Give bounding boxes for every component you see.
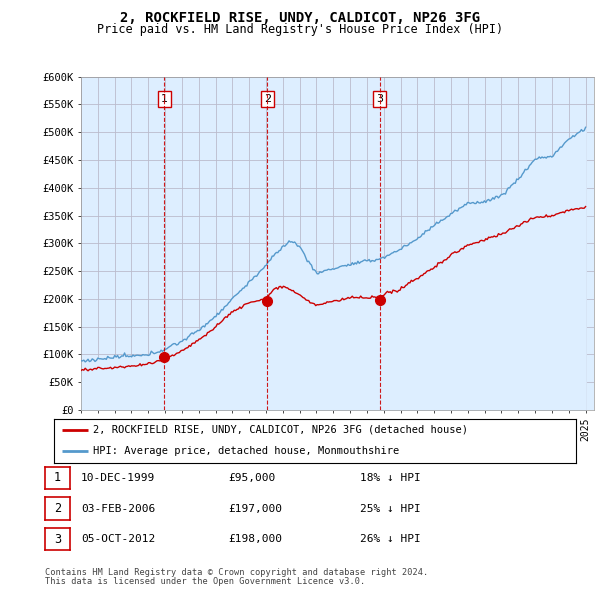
Text: 05-OCT-2012: 05-OCT-2012 (81, 535, 155, 544)
Text: Price paid vs. HM Land Registry's House Price Index (HPI): Price paid vs. HM Land Registry's House … (97, 23, 503, 36)
Text: 10-DEC-1999: 10-DEC-1999 (81, 473, 155, 483)
Text: 1: 1 (161, 94, 168, 104)
Text: 25% ↓ HPI: 25% ↓ HPI (360, 504, 421, 513)
Text: 3: 3 (54, 533, 61, 546)
Text: £95,000: £95,000 (228, 473, 275, 483)
Text: £198,000: £198,000 (228, 535, 282, 544)
Text: 03-FEB-2006: 03-FEB-2006 (81, 504, 155, 513)
Text: £197,000: £197,000 (228, 504, 282, 513)
Text: 26% ↓ HPI: 26% ↓ HPI (360, 535, 421, 544)
Text: 2: 2 (54, 502, 61, 515)
Text: 2, ROCKFIELD RISE, UNDY, CALDICOT, NP26 3FG: 2, ROCKFIELD RISE, UNDY, CALDICOT, NP26 … (120, 11, 480, 25)
Text: 1: 1 (54, 471, 61, 484)
Text: 18% ↓ HPI: 18% ↓ HPI (360, 473, 421, 483)
Text: 2: 2 (264, 94, 271, 104)
Text: 3: 3 (376, 94, 383, 104)
Text: HPI: Average price, detached house, Monmouthshire: HPI: Average price, detached house, Monm… (93, 446, 400, 455)
Text: Contains HM Land Registry data © Crown copyright and database right 2024.: Contains HM Land Registry data © Crown c… (45, 568, 428, 577)
Text: 2, ROCKFIELD RISE, UNDY, CALDICOT, NP26 3FG (detached house): 2, ROCKFIELD RISE, UNDY, CALDICOT, NP26 … (93, 425, 468, 435)
Text: This data is licensed under the Open Government Licence v3.0.: This data is licensed under the Open Gov… (45, 578, 365, 586)
